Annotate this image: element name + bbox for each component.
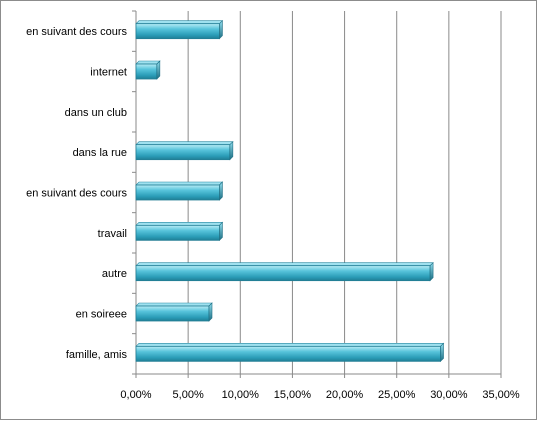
- category-label: autre: [102, 268, 127, 280]
- x-tick-label: 25,00%: [378, 389, 416, 401]
- x-tick-label: 10,00%: [222, 389, 260, 401]
- x-tick-label: 30,00%: [430, 389, 468, 401]
- category-label: famille, amis: [66, 349, 128, 361]
- category-label: dans un club: [65, 107, 127, 119]
- category-label: travail: [98, 228, 127, 240]
- category-label: en suivant des cours: [26, 26, 127, 38]
- bar: [135, 342, 445, 363]
- bar: [135, 140, 234, 161]
- x-tick-label: 15,00%: [274, 389, 312, 401]
- bar: [135, 60, 161, 80]
- bars: [135, 19, 445, 363]
- bar: [135, 181, 224, 201]
- category-label: en suivant des cours: [26, 188, 127, 200]
- bar: [135, 19, 224, 40]
- x-tick-label: 5,00%: [173, 389, 204, 401]
- x-tick-labels: 0,00% 5,00% 10,00% 15,00% 20,00% 25,00% 30,00%…: [120, 389, 519, 401]
- category-label: en soireee: [76, 309, 127, 321]
- category-label: dans la rue: [73, 147, 127, 159]
- bar: [135, 221, 224, 242]
- category-labels: en suivant des cours internet dans un club…: [26, 26, 127, 361]
- bar: [135, 302, 213, 322]
- category-label: internet: [90, 67, 127, 79]
- bar: [135, 261, 434, 282]
- x-tick-label: 20,00%: [326, 389, 364, 401]
- x-tick-label: 35,00%: [482, 389, 520, 401]
- gridlines: [187, 11, 502, 374]
- x-tick-label: 0,00%: [120, 389, 151, 401]
